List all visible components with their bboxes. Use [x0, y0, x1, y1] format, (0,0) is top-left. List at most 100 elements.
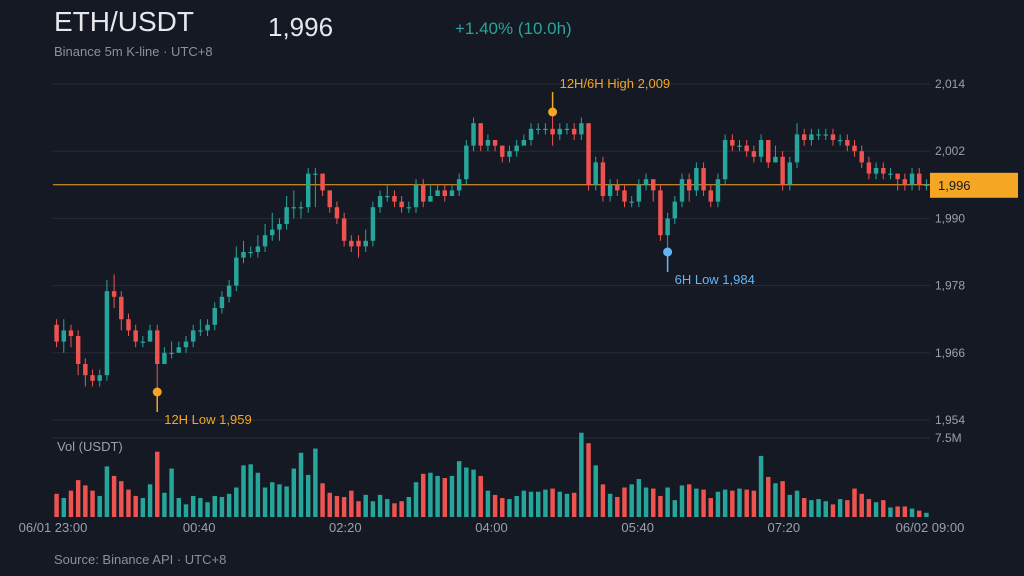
candle-body	[593, 162, 598, 185]
candle-body	[916, 173, 922, 185]
volume-bar	[787, 494, 793, 517]
x-tick-label: 06/01 23:00	[19, 520, 88, 535]
candle-body	[104, 291, 110, 376]
volume-bar	[794, 490, 800, 517]
annotation-label: 12H/6H High 2,009	[560, 76, 671, 91]
volume-bar	[600, 484, 606, 517]
candle-body	[809, 134, 814, 140]
volume-bar	[406, 496, 412, 517]
candle-body	[571, 128, 577, 135]
y-tick-label: 2,014	[935, 77, 965, 91]
volume-bar	[284, 486, 289, 517]
volume-bar	[212, 495, 217, 517]
candle-body	[787, 162, 793, 185]
annotation-label: 12H Low 1,959	[164, 412, 251, 427]
volume-bar	[758, 455, 764, 517]
volume-bar	[270, 482, 275, 517]
volume-bar	[435, 475, 440, 517]
candle-body	[471, 123, 476, 146]
candle-body	[420, 184, 426, 202]
volume-bar	[449, 475, 455, 517]
volume-bar	[277, 484, 282, 517]
candle-body	[514, 145, 519, 152]
volume-bar	[521, 490, 527, 517]
volume-bar	[413, 482, 419, 517]
volume-bar	[428, 472, 433, 517]
candle-body	[679, 179, 685, 202]
annotation-label: 6H Low 1,984	[675, 272, 755, 287]
volume-bar	[694, 488, 699, 517]
candle-body	[672, 201, 678, 219]
volume-bar	[500, 498, 505, 517]
volume-bar	[543, 489, 548, 517]
candle-body	[651, 179, 656, 191]
volume-bar	[341, 496, 347, 517]
volume-bar	[658, 495, 663, 517]
candle-body	[801, 134, 807, 140]
volume-bar	[830, 504, 836, 517]
volume-bar	[773, 483, 778, 517]
volume-bar	[672, 500, 678, 517]
candle-body	[83, 364, 88, 376]
volume-bar	[119, 481, 124, 517]
volume-bar	[686, 484, 692, 517]
y-tick-label: 1,966	[935, 346, 965, 360]
candle-body	[363, 240, 368, 247]
candle-body	[909, 173, 915, 185]
candle-body	[823, 134, 828, 136]
candle-body	[478, 123, 483, 146]
volume-max-label: 7.5M	[935, 431, 962, 445]
volume-bar	[809, 500, 814, 517]
volume-bar	[442, 478, 448, 517]
volume-bar	[801, 498, 807, 517]
y-tick-label: 1,978	[935, 279, 965, 293]
candle-body	[902, 179, 908, 185]
volume-bar	[155, 451, 160, 517]
volume-bar	[507, 499, 512, 517]
candle-body	[226, 285, 232, 297]
candle-body	[111, 291, 117, 297]
volume-bar	[643, 487, 649, 517]
candle-body	[313, 173, 318, 175]
volume-bar	[126, 489, 131, 517]
x-tick-label: 04:00	[475, 520, 508, 535]
volume-bar	[478, 475, 483, 517]
volume-label: Vol (USDT)	[57, 439, 123, 454]
candle-body	[183, 341, 189, 348]
candle-body	[147, 330, 153, 342]
volume-bar	[133, 495, 138, 517]
candle-body	[68, 330, 74, 336]
volume-bar	[866, 499, 872, 517]
candle-body	[643, 179, 649, 185]
volume-bar	[622, 487, 627, 517]
volume-bar	[198, 498, 203, 517]
volume-bar	[464, 467, 469, 517]
volume-bar	[845, 500, 850, 517]
volume-bar	[492, 494, 498, 517]
volume-bar	[550, 488, 555, 517]
candle-body	[255, 246, 261, 252]
volume-bar	[399, 501, 404, 517]
volume-bar	[586, 443, 591, 517]
candle-body	[334, 207, 340, 219]
volume-bar	[909, 508, 915, 517]
candle-body	[557, 128, 563, 135]
volume-bar	[313, 448, 318, 517]
pair-title: ETH/USDT	[54, 6, 194, 37]
candle-body	[119, 296, 124, 320]
candle-body	[701, 168, 706, 191]
volume-bar	[744, 489, 749, 517]
volume-bar	[859, 493, 864, 517]
candle-body	[852, 145, 857, 152]
volume-bar	[535, 491, 541, 517]
volume-bar	[780, 481, 785, 517]
candle-body	[694, 168, 699, 191]
candle-body	[205, 324, 210, 331]
candle-body	[895, 173, 900, 180]
candle-body	[830, 134, 836, 140]
candle-body	[766, 140, 771, 163]
volume-bar	[916, 510, 922, 517]
annotation-marker	[152, 387, 162, 397]
